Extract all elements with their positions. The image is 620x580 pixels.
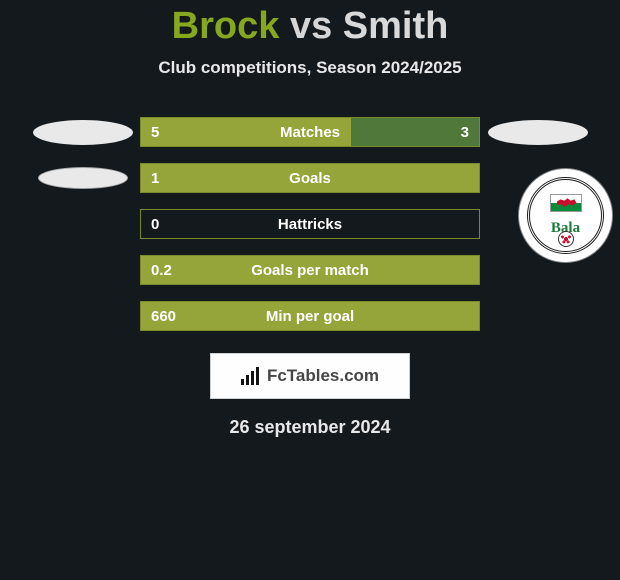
stat-value-right: 3 xyxy=(461,124,469,141)
snapshot-date: 26 september 2024 xyxy=(0,417,620,438)
bala-badge-icon: Bala xyxy=(518,168,613,263)
vs-label: vs xyxy=(290,5,332,47)
stat-value-left: 0 xyxy=(151,216,159,233)
stat-bar-goals: 1 Goals xyxy=(140,163,480,193)
fctables-label: FcTables.com xyxy=(267,366,379,386)
barchart-icon xyxy=(241,367,261,385)
stat-label: Hattricks xyxy=(278,216,342,233)
stat-value-left: 5 xyxy=(151,124,159,141)
subtitle: Club competitions, Season 2024/2025 xyxy=(0,58,620,78)
stat-value-left: 0.2 xyxy=(151,262,172,279)
stat-bar-matches: 5 Matches 3 xyxy=(140,117,480,147)
stat-value-left: 660 xyxy=(151,308,176,325)
stat-bar-mpg: 660 Min per goal xyxy=(140,301,480,331)
fctables-watermark[interactable]: FcTables.com xyxy=(210,353,410,399)
logo-placeholder-icon xyxy=(488,120,588,145)
left-logo-slot xyxy=(25,167,140,189)
stat-label: Goals per match xyxy=(251,262,369,279)
stat-row: 660 Min per goal xyxy=(0,297,620,335)
stat-value-left: 1 xyxy=(151,170,159,187)
stat-bar-gpm: 0.2 Goals per match xyxy=(140,255,480,285)
welsh-flag-icon xyxy=(550,194,582,212)
stat-bar-hattricks: 0 Hattricks xyxy=(140,209,480,239)
stat-label: Min per goal xyxy=(266,308,354,325)
left-logo-slot xyxy=(25,120,140,145)
page-title: Brock vs Smith xyxy=(0,5,620,48)
player1-name: Brock xyxy=(172,5,280,47)
football-icon xyxy=(558,231,574,247)
comparison-card: Brock vs Smith Club competitions, Season… xyxy=(0,0,620,438)
logo-placeholder-icon xyxy=(38,167,128,189)
logo-placeholder-icon xyxy=(33,120,133,145)
stat-label: Matches xyxy=(280,124,340,141)
club-badge: Bala xyxy=(518,168,613,263)
stat-row: 5 Matches 3 xyxy=(0,113,620,151)
stat-label: Goals xyxy=(289,170,331,187)
right-logo-slot xyxy=(480,120,595,145)
player2-name: Smith xyxy=(343,5,449,47)
